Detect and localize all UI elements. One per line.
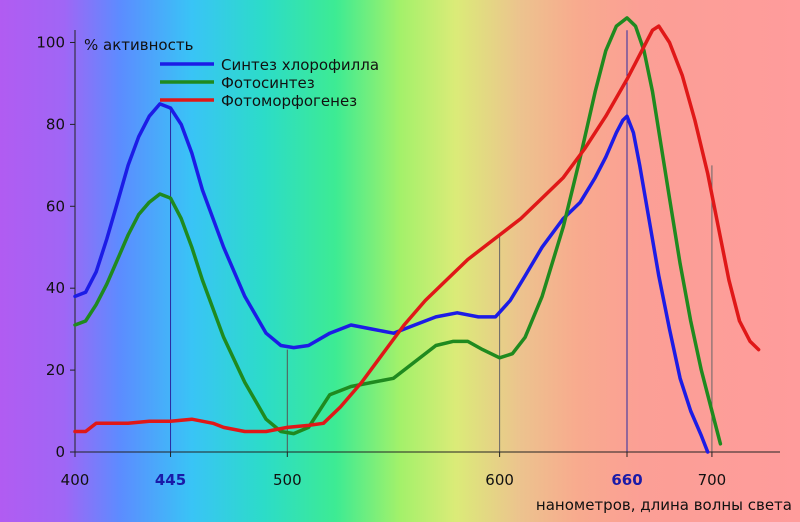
x-tick-label: 400	[61, 471, 90, 489]
y-tick-label: 0	[55, 443, 65, 461]
legend-label: Фотоморфогенез	[221, 92, 357, 110]
series-line	[73, 16, 723, 446]
x-tick-label: 600	[485, 471, 514, 489]
x-tick-label: 660	[611, 471, 642, 489]
x-tick-label: 445	[155, 471, 186, 489]
y-tick-label: 20	[46, 361, 65, 379]
y-tick-label: 100	[36, 33, 65, 51]
y-tick-label: 60	[46, 197, 65, 215]
legend-label: Фотосинтез	[221, 74, 315, 92]
series-line	[73, 102, 710, 454]
x-tick-label: 700	[698, 471, 727, 489]
series-line	[73, 24, 761, 434]
legend: Синтез хлорофилла Фотосинтез Фотоморфоге…	[160, 56, 379, 110]
legend-label: Синтез хлорофилла	[221, 56, 379, 74]
x-axis-title: нанометров, длина волны света	[536, 496, 792, 514]
y-tick-label: 80	[46, 115, 65, 133]
x-tick-label: 500	[273, 471, 302, 489]
y-tick-label: 40	[46, 279, 65, 297]
y-axis-title: % активность	[84, 36, 193, 54]
